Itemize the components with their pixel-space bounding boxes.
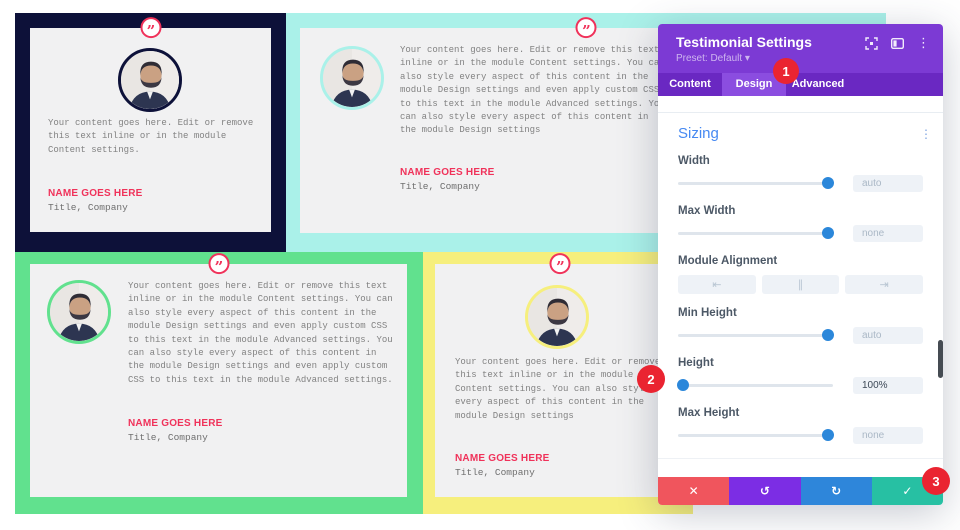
quote-icon: ” xyxy=(575,17,597,40)
discard-icon: ✕ xyxy=(688,484,699,498)
panel-footer: ✕ ↺ ↻ ✓ xyxy=(658,477,943,505)
save-icon: ✓ xyxy=(902,484,913,498)
tab-advanced[interactable]: Advanced xyxy=(791,78,845,90)
testimonial-text: Your content goes here. Edit or remove t… xyxy=(455,357,661,421)
align-left-icon: ⇤ xyxy=(712,278,722,291)
align-right-button[interactable]: ⇥ xyxy=(845,275,924,294)
testimonial-card[interactable]: ” Your content goes here. Edit or remove … xyxy=(30,17,271,232)
field-label: Min Height xyxy=(678,307,737,319)
panel-header: Testimonial Settings Preset: Default ▾ ⋮ xyxy=(658,24,943,73)
align-left-button[interactable]: ⇤ xyxy=(678,275,756,294)
value-input[interactable]: none xyxy=(853,427,923,444)
kebab-menu-icon[interactable]: ⋮ xyxy=(917,36,930,51)
range-slider[interactable] xyxy=(678,227,835,239)
testimonial-title: Title, Company xyxy=(400,181,480,192)
avatar xyxy=(525,285,589,349)
testimonial-settings-panel: Testimonial Settings Preset: Default ▾ ⋮… xyxy=(658,24,943,505)
field-label: Max Height xyxy=(678,407,740,419)
field-module-alignment: Module Alignment ⇤ ∥ ⇥ xyxy=(678,255,924,294)
avatar xyxy=(118,48,182,112)
field-max-height: Max Height none xyxy=(678,407,923,444)
align-center-icon: ∥ xyxy=(797,278,804,291)
field-label: Module Alignment xyxy=(678,255,778,267)
panel-scrollbar[interactable] xyxy=(938,340,943,378)
avatar xyxy=(320,46,384,110)
expand-icon[interactable] xyxy=(865,37,878,50)
align-center-button[interactable]: ∥ xyxy=(761,275,840,294)
range-slider[interactable] xyxy=(678,429,835,441)
step-badge-1: 1 xyxy=(773,58,799,84)
quote-glyph: ” xyxy=(146,21,156,40)
undo-button[interactable]: ↺ xyxy=(729,477,801,505)
testimonial-text: Your content goes here. Edit or remove t… xyxy=(400,45,665,136)
options-menu-icon[interactable]: ⋮ xyxy=(920,126,932,141)
discard-button[interactable]: ✕ xyxy=(658,477,730,505)
quote-glyph: ” xyxy=(582,21,591,40)
slider-handle[interactable] xyxy=(822,429,835,441)
step-badge-2: 2 xyxy=(637,365,665,393)
quote-glyph: ” xyxy=(556,257,565,276)
undo-icon: ↺ xyxy=(759,484,770,498)
slider-handle[interactable] xyxy=(822,177,835,189)
field-height: Height 100% xyxy=(676,357,923,394)
field-label: Height xyxy=(678,357,714,369)
tab-design[interactable]: Design xyxy=(722,73,786,96)
field-width: Width auto xyxy=(678,155,923,192)
field-min-height: Min Height auto xyxy=(678,307,923,344)
quote-icon: ” xyxy=(549,253,571,276)
divider xyxy=(658,112,943,113)
align-right-icon: ⇥ xyxy=(879,278,889,291)
value-input[interactable]: none xyxy=(853,225,923,242)
slider-handle[interactable] xyxy=(822,329,835,341)
panel-title: Testimonial Settings xyxy=(676,34,812,50)
preset-selector[interactable]: Preset: Default ▾ xyxy=(676,53,750,64)
slider-handle[interactable] xyxy=(676,379,689,391)
testimonial-title: Title, Company xyxy=(455,467,535,478)
panel-toggle-icon[interactable] xyxy=(891,37,904,50)
quote-icon: ” xyxy=(208,253,229,276)
testimonial-card[interactable]: ” Your content goes here. Edit or remove … xyxy=(30,253,407,497)
slider-handle[interactable] xyxy=(822,227,835,239)
testimonial-title: Title, Company xyxy=(48,202,128,213)
value-input[interactable]: auto xyxy=(853,327,923,344)
redo-icon: ↻ xyxy=(831,484,842,498)
range-slider[interactable] xyxy=(676,379,833,391)
field-label: Max Width xyxy=(678,205,736,217)
testimonial-name: NAME GOES HERE xyxy=(128,418,223,429)
panel-body: Sizing ⋮ Width auto Max Width none Module Al… xyxy=(658,96,943,477)
testimonial-name: NAME GOES HERE xyxy=(48,188,143,199)
testimonial-title: Title, Company xyxy=(128,432,208,443)
value-input[interactable]: auto xyxy=(853,175,923,192)
settings-tab-bar: Content Design Advanced xyxy=(658,73,943,96)
testimonial-text: Your content goes here. Edit or remove t… xyxy=(48,118,254,155)
testimonial-name: NAME GOES HERE xyxy=(455,453,550,464)
redo-button[interactable]: ↻ xyxy=(800,477,872,505)
range-slider[interactable] xyxy=(678,329,835,341)
avatar xyxy=(47,280,111,344)
testimonial-text: Your content goes here. Edit or remove t… xyxy=(128,281,393,385)
step-badge-3: 3 xyxy=(922,467,950,495)
tab-content[interactable]: Content xyxy=(669,78,711,90)
quote-icon: ” xyxy=(140,17,161,40)
field-max-width: Max Width none xyxy=(678,205,923,242)
testimonial-name: NAME GOES HERE xyxy=(400,167,495,178)
field-label: Width xyxy=(678,155,710,167)
divider xyxy=(658,458,943,459)
value-input[interactable]: 100% xyxy=(853,377,923,394)
range-slider[interactable] xyxy=(678,177,835,189)
quote-glyph: ” xyxy=(214,257,224,276)
sizing-section-title: Sizing xyxy=(678,125,719,142)
